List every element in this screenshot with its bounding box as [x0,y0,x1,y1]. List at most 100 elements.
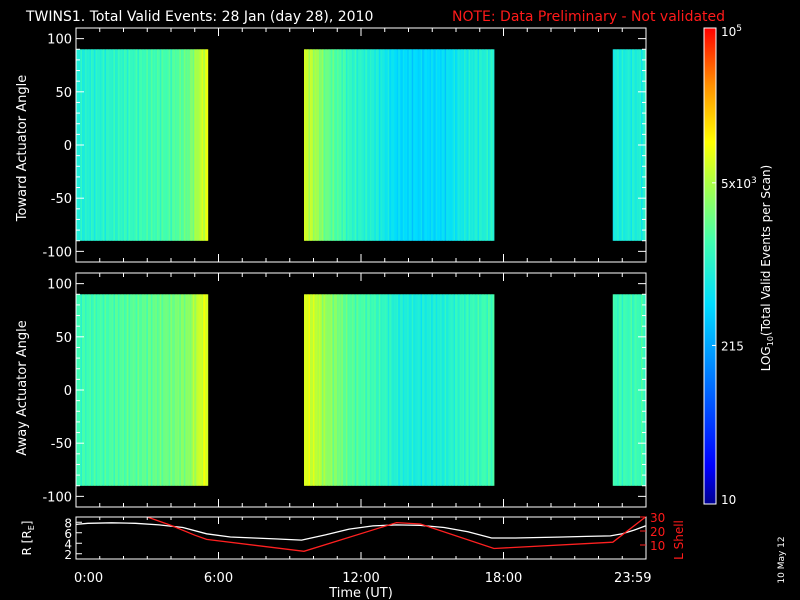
heatmap-cell [461,294,463,486]
time-tick-label: 12:00 [342,571,379,586]
heatmap-cell [156,49,159,241]
heatmap-cell [384,294,387,486]
heatmap-cell [474,49,477,241]
heatmap-cell [89,294,92,486]
heatmap-cell [110,49,113,241]
heatmap-cell [312,49,315,241]
r-ylabel-sub: E [27,525,36,530]
heatmap-cell [420,49,423,241]
heatmap-cell [122,49,125,241]
heatmap-cell [182,294,185,486]
heatmap-cell [363,49,366,241]
heatmap-cell [159,49,162,241]
heatmap-cell [132,294,135,486]
heatmap-cell [347,49,350,241]
heatmap-cell [168,294,171,486]
heatmap-cell [162,49,165,241]
heatmap-cell [632,294,635,486]
heatmap-cell [447,49,450,241]
heatmap-cell [462,49,465,241]
heatmap-cell [188,49,191,241]
heatmap-cell [89,49,92,241]
heatmap-cell [627,294,630,486]
time-xlabel: Time (UT) [328,586,393,600]
heatmap-cell [327,49,330,241]
heatmap-cell [399,294,402,486]
heatmap-cell [618,49,621,241]
heatmap-cell [107,49,110,241]
heatmap-cell [425,49,428,241]
heatmap-cell [452,294,455,486]
heatmap-cell [633,49,636,241]
heatmap-cell [482,294,484,486]
time-tick-label: 23:59 [614,571,651,586]
colorbar-label-rest: (Total Valid Events per Scan) [759,165,773,336]
heatmap-cell [311,49,314,241]
heatmap-cell [198,49,201,241]
heatmap-cell [111,294,114,486]
heatmap-cell [108,49,111,241]
heatmap-cell [429,294,432,486]
heatmap-cell [92,49,95,241]
heatmap-cell [401,294,404,486]
heatmap-cell [170,294,173,486]
heatmap-cell [414,294,417,486]
heatmap-cell [480,49,483,241]
heatmap-cell [161,49,164,241]
heatmap-cell [180,294,183,486]
y-tick-label: -50 [51,192,72,207]
heatmap-cell [408,294,411,486]
heatmap-cell [369,294,372,486]
heatmap-cell [375,294,378,486]
heatmap-cell [473,49,475,241]
heatmap-cell [398,294,401,486]
heatmap-cell [309,294,312,486]
heatmap-cell [320,49,323,241]
heatmap-cell [357,49,360,241]
heatmap-cell [450,294,453,486]
heatmap-cell [324,49,327,241]
heatmap-cell [128,294,131,486]
heatmap-cell [338,294,341,486]
heatmap-cell [453,294,456,486]
heatmap-cell [444,49,447,241]
colorbar-tick-label: 5x103 [721,176,757,191]
heatmap-cell [381,294,384,486]
heatmap-cell [318,294,321,486]
heatmap-cell [360,49,363,241]
heatmap-cell [156,294,159,486]
heatmap-cell [198,294,201,486]
heatmap-cell [87,49,90,241]
heatmap-cell [452,49,455,241]
heatmap-cell [306,49,309,241]
time-tick-label: 18:00 [485,571,522,586]
heatmap-cell [315,49,318,241]
heatmap-cell [453,49,456,241]
heatmap-cell [615,49,618,241]
heatmap-cell [365,294,368,486]
heatmap-cell [377,294,380,486]
heatmap-cell [311,294,314,486]
heatmap-cell [188,294,191,486]
heatmap-cell [389,49,392,241]
heatmap-cell [458,294,460,486]
heatmap-cell [191,49,194,241]
heatmap-cell [354,294,357,486]
heatmap-cell [362,49,365,241]
lshell-ylabel: L Shell [672,520,686,560]
heatmap-cell [384,49,387,241]
heatmap-cell [153,294,156,486]
heatmap-cell [489,49,492,241]
heatmap-cell [450,49,453,241]
heatmap-cell [377,49,380,241]
heatmap-cell [146,294,149,486]
heatmap-cell [344,49,347,241]
heatmap-cell [332,49,335,241]
colorbar-tick-label: 105 [721,24,742,39]
heatmap-cell [327,294,330,486]
heatmap-cell [330,49,333,241]
heatmap-cell [480,294,483,486]
heatmap-cell [87,294,90,486]
heatmap-cell [485,294,487,486]
heatmap-cell [108,294,111,486]
